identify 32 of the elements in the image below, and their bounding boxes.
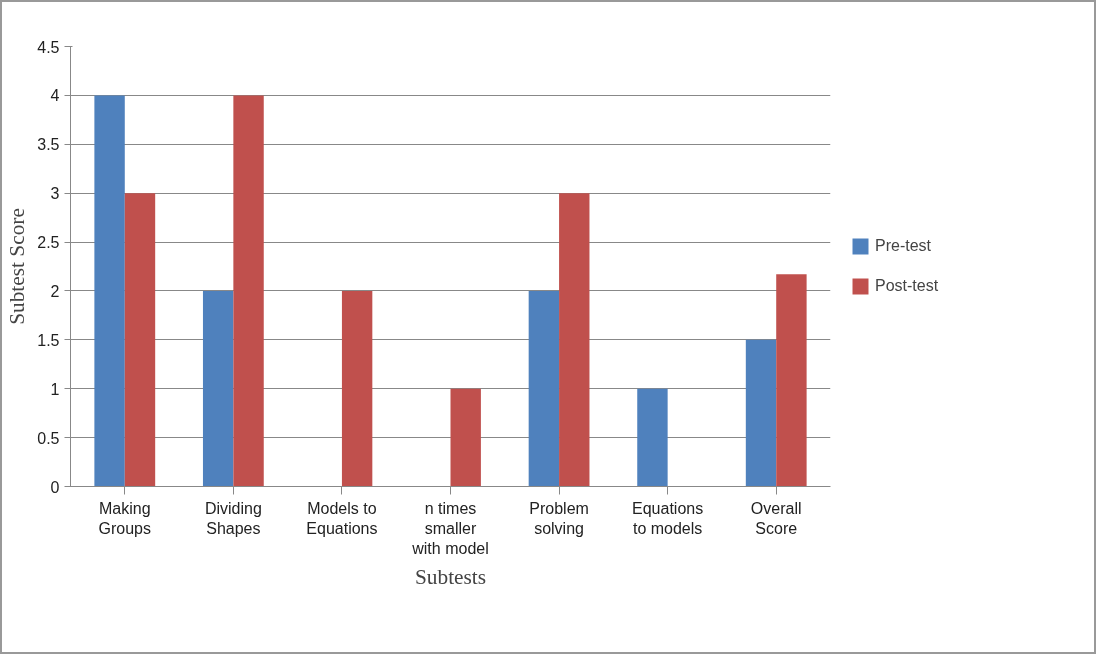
x-tick-label: Making Groups: [98, 499, 152, 537]
x-tick-label: Problem solving: [529, 499, 589, 537]
x-tick-label: Models to Equations: [306, 499, 378, 537]
y-tick-label: 1: [50, 380, 60, 398]
y-tick-label: 4.5: [37, 38, 60, 56]
x-tick-label: n times smaller with model: [411, 499, 489, 558]
bar: [528, 290, 560, 487]
y-axis-title: Subtest Score: [5, 208, 30, 325]
y-tick-label: 0: [50, 478, 60, 496]
x-tick-label: Overall Score: [750, 499, 802, 537]
x-tick-label: Dividing Shapes: [204, 499, 262, 537]
y-tick-label: 0.5: [37, 429, 60, 447]
bar: [124, 193, 156, 487]
bar: [637, 388, 668, 487]
y-tick-label: 4: [50, 87, 60, 105]
y-tick-label: 2.5: [37, 234, 60, 252]
x-axis-title: Subtests: [414, 565, 487, 590]
bar: [450, 388, 481, 487]
bar: [341, 290, 373, 487]
y-tick-label: 3.5: [37, 136, 60, 154]
legend-label: Post-test: [875, 277, 939, 295]
bar: [233, 95, 264, 487]
bar: [559, 193, 590, 487]
bar: [776, 274, 807, 487]
x-tick-label: Equations to models: [632, 499, 704, 537]
bar: [94, 95, 125, 487]
y-tick-label: 2: [50, 282, 60, 300]
bar: [745, 339, 777, 487]
legend-label: Pre-test: [875, 237, 932, 255]
y-tick-label: 1.5: [37, 331, 60, 349]
y-tick-label: 3: [50, 185, 60, 203]
bar: [202, 290, 234, 487]
